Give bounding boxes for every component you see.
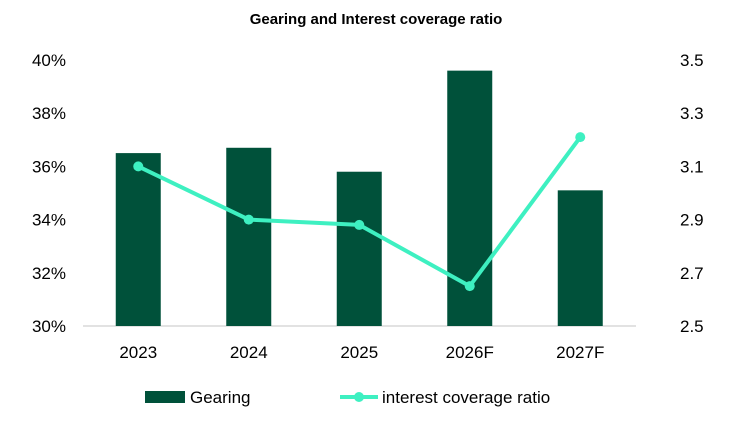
point-interest-coverage-2024 [243, 214, 254, 225]
legend-gearing-label: Gearing [190, 388, 250, 407]
y-left-tick-label: 36% [32, 157, 66, 176]
point-interest-coverage-2025 [354, 219, 365, 230]
y-left-tick-label: 38% [32, 104, 66, 123]
bar-gearing-2027F [557, 190, 603, 326]
y-right-tick-label: 3.5 [680, 51, 704, 70]
legend-icr-label: interest coverage ratio [382, 388, 550, 407]
point-interest-coverage-2026F [464, 281, 475, 292]
point-interest-coverage-2023 [133, 161, 144, 172]
y-left-tick-label: 34% [32, 211, 66, 230]
bar-gearing-2025 [336, 171, 382, 326]
y-left-tick-label: 30% [32, 317, 66, 336]
y-left-tick-label: 32% [32, 264, 66, 283]
y-right-tick-label: 2.9 [680, 211, 704, 230]
x-tick-label: 2026F [446, 343, 494, 362]
bar-gearing-2024 [226, 147, 272, 326]
point-interest-coverage-2027F [575, 132, 586, 143]
chart-title: Gearing and Interest coverage ratio [250, 11, 503, 28]
legend: Gearing interest coverage ratio [145, 388, 550, 407]
y-right-tick-label: 2.5 [680, 317, 704, 336]
legend-gearing-swatch [145, 391, 185, 403]
bar-gearing-2023 [115, 153, 161, 326]
legend-icr-marker [354, 392, 364, 402]
y-right-tick-label: 2.7 [680, 264, 704, 283]
x-tick-label: 2024 [230, 343, 268, 362]
x-tick-label: 2025 [340, 343, 378, 362]
y-right-tick-label: 3.1 [680, 157, 704, 176]
y-right-tick-label: 3.3 [680, 104, 704, 123]
y-left-tick-label: 40% [32, 51, 66, 70]
x-tick-label: 2023 [119, 343, 157, 362]
x-tick-label: 2027F [556, 343, 604, 362]
